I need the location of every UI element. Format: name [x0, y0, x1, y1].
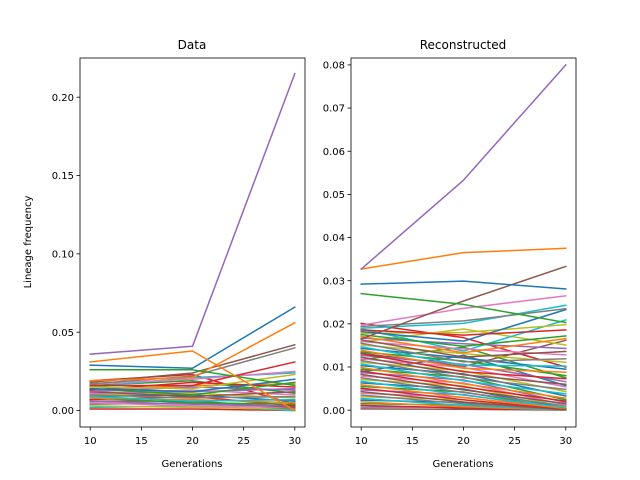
data-x-tick-label-2: 20 [186, 436, 199, 447]
data-series-line-30 [89, 408, 296, 412]
data-y-tick-label-2: 0.10 [52, 249, 74, 260]
reconstructed-series-line-2 [360, 280, 567, 290]
reconstructed-x-tick-label-0: 10 [355, 436, 368, 447]
reconstructed-series-line-13 [360, 337, 567, 350]
reconstructed-series-line-4 [360, 265, 567, 340]
reconstructed-x-axis-label: Generations [433, 459, 494, 470]
reconstructed-series-line-35 [360, 375, 567, 406]
reconstructed-series-line-28 [360, 363, 567, 395]
reconstructed-y-tick-label-6: 0.06 [323, 147, 345, 158]
reconstructed-series-line-34 [360, 373, 567, 405]
data-series-line-6 [89, 346, 296, 385]
reconstructed-series-line-0 [360, 63, 567, 271]
reconstructed-series-line-11 [360, 333, 567, 348]
reconstructed-series-line-22 [360, 352, 567, 380]
reconstructed-series-line-42 [360, 387, 567, 411]
reconstructed-series-line-36 [360, 376, 567, 407]
data-series-group [89, 72, 296, 412]
reconstructed-plot-area: 10 15 20 25 30 0.00 0.01 0.02 0.03 0.04 0.05 0.06 0.… [323, 57, 577, 447]
data-series-line-11 [89, 378, 296, 393]
reconstructed-series-line-31 [360, 368, 567, 401]
reconstructed-series-line-18 [360, 345, 567, 367]
data-y-axis-label: Lineage frequency [23, 196, 34, 289]
data-series-line-17 [89, 394, 296, 399]
reconstructed-series-line-5 [360, 294, 567, 327]
data-y-tick-label-0: 0.00 [52, 406, 74, 417]
reconstructed-y-tick-label-1: 0.01 [323, 363, 345, 374]
data-x-tick-label-0: 10 [84, 436, 97, 447]
reconstructed-series-line-32 [360, 370, 567, 402]
reconstructed-series-line-14 [360, 338, 567, 358]
data-series-line-1 [89, 350, 296, 412]
data-x-tick-label-1: 15 [135, 436, 148, 447]
data-y-tick-label-3: 0.15 [52, 171, 74, 182]
reconstructed-series-line-26 [360, 359, 567, 391]
data-series-line-26 [89, 401, 296, 409]
reconstructed-series-line-3 [360, 292, 567, 324]
reconstructed-x-tick-label-2: 20 [457, 436, 470, 447]
reconstructed-y-tick-label-0: 0.00 [323, 406, 345, 417]
data-series-line-0 [89, 72, 296, 355]
data-series-line-4 [89, 321, 296, 382]
reconstructed-y-tick-label-7: 0.07 [323, 104, 345, 115]
data-series-line-12 [89, 381, 296, 396]
data-series-line-15 [89, 390, 296, 398]
reconstructed-y-tick-label-4: 0.04 [323, 233, 345, 244]
reconstructed-series-line-48 [360, 397, 567, 411]
data-series-line-28 [89, 405, 296, 410]
reconstructed-series-line-1 [360, 247, 567, 270]
reconstructed-series-line-38 [360, 380, 567, 409]
reconstructed-series-line-12 [360, 335, 567, 354]
data-series-line-9 [89, 373, 296, 390]
reconstructed-y-tick-label-3: 0.03 [323, 276, 345, 287]
reconstructed-series-line-56 [360, 319, 567, 352]
reconstructed-x-tick-label-3: 25 [508, 436, 521, 447]
data-panel: Data 10 15 20 25 30 0.00 0.05 0.10 0.15 0.20 Gene… [23, 38, 306, 470]
data-x-axis-label: Generations [162, 459, 223, 470]
reconstructed-series-line-24 [360, 356, 567, 386]
data-series-line-22 [89, 397, 296, 406]
reconstructed-series-line-9 [360, 308, 567, 342]
reconstructed-series-line-27 [360, 361, 567, 393]
reconstructed-y-tick-label-8: 0.08 [323, 61, 345, 72]
data-plot-area: 10 15 20 25 30 0.00 0.05 0.10 0.15 0.20 [52, 57, 306, 447]
reconstructed-y-tick-label-2: 0.02 [323, 319, 345, 330]
data-y-tick-label-1: 0.05 [52, 328, 74, 339]
reconstructed-series-line-40 [360, 383, 567, 410]
reconstructed-series-line-30 [360, 366, 567, 399]
data-series-line-7 [89, 361, 296, 387]
data-x-tick-label-4: 30 [288, 436, 301, 447]
reconstructed-panel-title: Reconstructed [420, 38, 507, 52]
reconstructed-x-tick-label-1: 15 [406, 436, 419, 447]
reconstructed-series-line-44 [360, 390, 567, 411]
reconstructed-series-line-29 [360, 364, 567, 397]
reconstructed-series-line-16 [360, 342, 567, 363]
data-series-line-2 [89, 306, 296, 369]
reconstructed-panel: Reconstructed 10 15 20 25 30 0.00 0.01 0.02 0.03… [323, 38, 577, 470]
reconstructed-series-line-6 [360, 307, 567, 328]
reconstructed-series-line-55 [360, 322, 567, 368]
data-series-line-3 [89, 369, 296, 387]
data-series-line-19 [89, 395, 296, 402]
data-panel-title: Data [178, 38, 207, 52]
reconstructed-series-group [360, 63, 567, 411]
reconstructed-x-tick-label-4: 30 [559, 436, 572, 447]
reconstructed-series-line-10 [360, 323, 567, 335]
data-y-tick-label-4: 0.20 [52, 93, 74, 104]
data-series-line-8 [89, 370, 296, 385]
reconstructed-y-tick-label-5: 0.05 [323, 190, 345, 201]
data-x-tick-label-3: 25 [237, 436, 250, 447]
reconstructed-series-line-33 [360, 371, 567, 404]
data-series-line-24 [89, 400, 296, 407]
reconstructed-series-line-8 [360, 329, 567, 336]
reconstructed-series-line-20 [360, 349, 567, 373]
